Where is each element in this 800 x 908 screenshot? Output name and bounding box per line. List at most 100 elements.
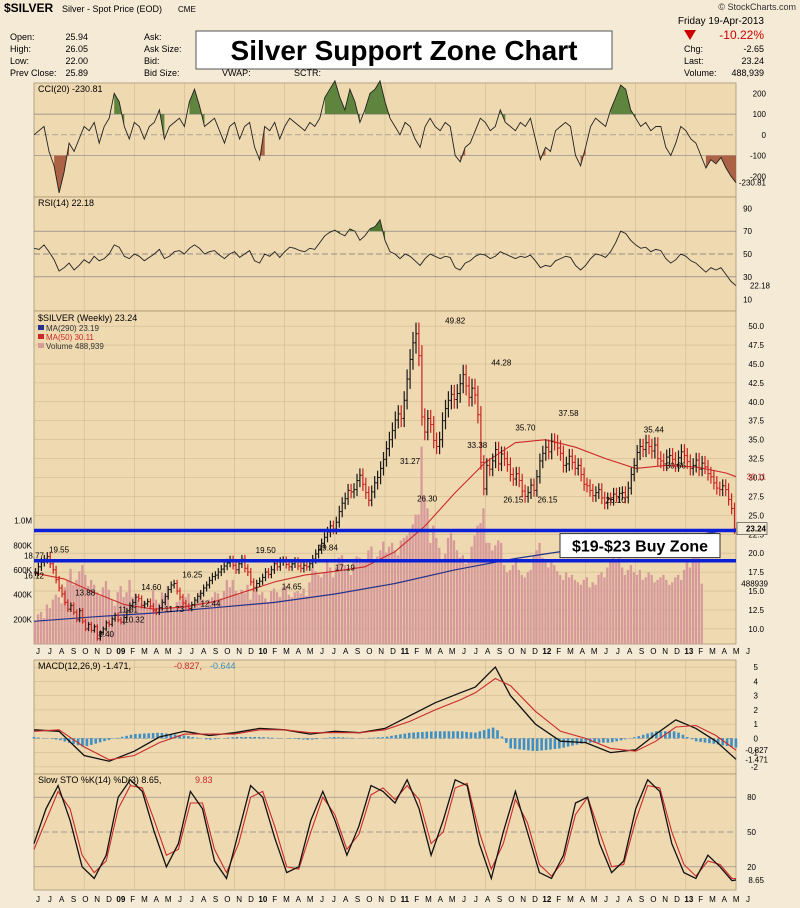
month-tick-label: 12	[542, 647, 551, 656]
month-tick-label: O	[224, 895, 230, 904]
volume-bar	[680, 579, 683, 644]
price-tick-label: 42.5	[748, 379, 764, 388]
month-tick-label: N	[94, 895, 100, 904]
quote-label: Bid Size:	[144, 68, 180, 78]
month-tick-label: M	[709, 895, 716, 904]
volume-bar	[626, 570, 630, 644]
month-tick-label: A	[722, 647, 728, 656]
macd-histogram-bar	[518, 738, 521, 750]
volume-bar	[367, 550, 370, 644]
macd-histogram-bar	[390, 735, 393, 739]
vwap-label: VWAP:	[222, 68, 251, 78]
month-tick-label: O	[508, 647, 514, 656]
volume-bar	[514, 560, 518, 644]
volume-bar	[638, 570, 641, 644]
quote-value: 488,939	[731, 68, 764, 78]
volume-bar	[178, 600, 181, 644]
macd-tick-label: 4	[754, 677, 759, 686]
macd-histogram-bar	[558, 738, 561, 749]
volume-bar	[594, 584, 597, 644]
volume-bar	[526, 572, 529, 644]
month-tick-label: F	[414, 895, 419, 904]
volume-bar	[149, 605, 152, 644]
month-tick-label: 09	[116, 895, 125, 904]
month-tick-label: O	[224, 647, 230, 656]
macd-histogram-bar	[734, 738, 738, 748]
volume-bar	[691, 555, 695, 644]
macd-histogram-bar	[633, 737, 636, 739]
volume-bar	[517, 570, 520, 644]
sto-tick-label: 50	[747, 828, 756, 837]
volume-bar	[629, 565, 633, 644]
sto-label: Slow STO %K(14) %D(3) 8.65,	[38, 775, 161, 785]
volume-bar	[458, 557, 461, 644]
chart-title: Silver Support Zone Chart	[231, 35, 578, 66]
month-tick-label: J	[36, 647, 40, 656]
cci-last-value: -230.81	[739, 179, 767, 188]
macd-histogram-bar	[98, 738, 102, 743]
price-tick-label: 20.0	[748, 549, 764, 558]
macd-histogram-bar	[659, 731, 663, 739]
quote-middle-block: Ask: Ask Size: Bid: Bid Size:	[144, 32, 182, 78]
month-tick-label: S	[497, 895, 502, 904]
volume-bar	[261, 592, 264, 644]
volume-bar	[98, 595, 102, 644]
month-tick-label: M	[165, 895, 172, 904]
price-data-label: 16.12	[24, 572, 45, 581]
volume-bar	[700, 583, 703, 644]
volume-bar	[358, 557, 361, 644]
month-tick-label: S	[639, 647, 644, 656]
volume-bar	[131, 597, 134, 644]
month-tick-label: A	[627, 895, 633, 904]
volume-bar	[314, 571, 317, 644]
volume-bar	[644, 577, 647, 644]
macd-histogram-bar	[85, 738, 89, 747]
month-tick-label: F	[698, 647, 703, 656]
stochastic-panel: 80 50 20 Slow STO %K(14) %D(3) 8.65, 9.83 8.6…	[33, 773, 765, 891]
volume-bar	[579, 584, 582, 644]
volume-bar	[470, 546, 473, 644]
macd-histogram-bar	[566, 738, 570, 747]
exchange-label: CME	[178, 5, 196, 14]
volume-bar	[264, 598, 267, 644]
volume-bar	[591, 582, 594, 644]
macd-histogram-bar	[611, 738, 614, 743]
month-tick-label: A	[201, 647, 207, 656]
quote-value: 22.00	[65, 56, 88, 66]
month-tick-label: N	[378, 895, 384, 904]
month-tick-label: N	[236, 895, 242, 904]
volume-bar	[90, 579, 93, 644]
volume-bar	[621, 567, 624, 644]
volume-bar	[396, 555, 400, 644]
month-tick-label: J	[462, 647, 466, 656]
price-data-label: 35.70	[515, 423, 536, 432]
month-tick-label: N	[378, 647, 384, 656]
macd-histogram-bar	[672, 731, 676, 739]
price-data-label: 19.84	[318, 543, 339, 552]
volume-bar	[275, 592, 279, 644]
macd-histogram-bar	[527, 738, 530, 751]
price-tick-label: 10.0	[748, 625, 764, 634]
macd-histogram-bar	[434, 731, 437, 739]
rsi-tick-label: 70	[743, 227, 752, 236]
price-data-label: 14.60	[141, 583, 162, 592]
macd-histogram-bar	[107, 738, 111, 740]
rsi-tick-label: 30	[743, 273, 752, 282]
volume-bar	[429, 542, 432, 644]
macd-histogram-bar	[597, 738, 601, 743]
rsi-panel: 90 70 50 30 10 RSI(14) 22.18 22.18	[33, 196, 771, 312]
quote-value: 25.89	[65, 68, 88, 78]
month-tick-label: 13	[684, 895, 693, 904]
macd-histogram-bar	[730, 738, 733, 747]
macd-histogram-bar	[438, 731, 442, 739]
macd-histogram-bar	[213, 738, 217, 740]
volume-bar	[665, 579, 668, 644]
volume-bar	[169, 605, 172, 644]
month-tick-label: N	[662, 647, 668, 656]
month-tick-label: F	[130, 647, 135, 656]
volume-bar	[387, 546, 391, 644]
volume-bar	[588, 587, 591, 644]
macd-histogram-bar	[716, 738, 720, 745]
month-tick-label: A	[343, 895, 349, 904]
legend-entry: MA(290) 23.19	[46, 324, 99, 333]
